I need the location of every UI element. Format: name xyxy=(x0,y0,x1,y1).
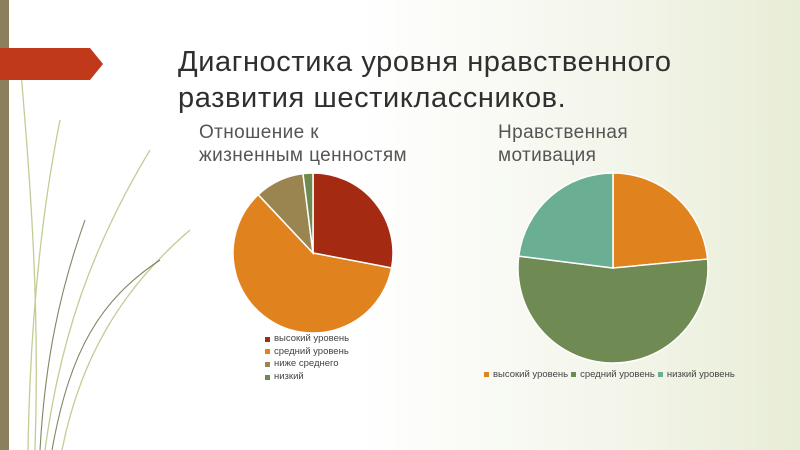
chart2-legend-swatch-1 xyxy=(484,372,489,377)
chart2-slice-2 xyxy=(517,255,709,364)
chart2-title: Нравственная мотивация xyxy=(498,121,698,167)
chart2-legend-item-2: средний уровень xyxy=(571,369,655,380)
chart1-legend-item-2: средний уровень xyxy=(265,346,349,359)
chart2-title-line-2: мотивация xyxy=(498,145,597,166)
chart1-legend-swatch-4 xyxy=(265,374,270,380)
title-line-2: развития шестиклассников. xyxy=(178,82,567,114)
chart2-title-line-1: Нравственная xyxy=(498,122,629,143)
chart1-slice-2 xyxy=(232,193,393,334)
chart2-legend-item-3: низкий уровень xyxy=(657,369,735,380)
chart1-legend-item-1: высокий уровень xyxy=(265,333,349,346)
chart1-slice-1 xyxy=(312,172,394,269)
chart2-slice-1 xyxy=(612,172,709,269)
chart1-title: Отношение к жизненным ценностям xyxy=(199,121,459,167)
chart1-legend-label-1: высокий уровень xyxy=(274,333,350,344)
chart2-legend-swatch-2 xyxy=(571,372,577,377)
pie-chart-moral-motivation xyxy=(517,172,709,364)
chart1-legend-swatch-2 xyxy=(265,349,270,355)
chart2-slice-3 xyxy=(517,172,614,269)
chart1-legend-swatch-3 xyxy=(265,361,270,367)
chart2-legend: высокий уровень средний уровень низкий уро… xyxy=(484,369,738,380)
accent-arrow-shape xyxy=(0,48,103,80)
chart1-slice-4 xyxy=(302,172,314,254)
chart2-legend-swatch-3 xyxy=(657,372,663,377)
chart1-legend-item-3: ниже среднего xyxy=(265,358,349,371)
left-border-bar xyxy=(0,0,9,450)
title-line-1: Диагностика уровня нравственного xyxy=(178,46,672,78)
pie-chart-life-values xyxy=(232,172,394,334)
chart1-title-line-1: Отношение к xyxy=(199,122,320,143)
chart1-title-line-2: жизненным ценностям xyxy=(199,145,408,166)
slide-title: Диагностика уровня нравственного развити… xyxy=(178,44,778,116)
chart2-legend-item-1: высокий уровень xyxy=(484,369,568,380)
chart1-legend-label-4: низкий xyxy=(274,370,304,382)
chart1-legend-swatch-1 xyxy=(265,336,270,342)
chart1-legend-item-4: низкий xyxy=(265,371,349,384)
chart1-legend-label-2: средний уровень xyxy=(274,345,349,357)
chart1-legend: высокий уровень средний уровень ниже средн… xyxy=(265,333,349,383)
chart2-legend-label-3: низкий уровень xyxy=(666,369,735,380)
chart1-legend-label-3: ниже среднего xyxy=(274,358,339,370)
chart2-legend-label-2: средний уровень xyxy=(580,369,655,380)
chart2-legend-label-1: высокий уровень xyxy=(493,369,569,380)
